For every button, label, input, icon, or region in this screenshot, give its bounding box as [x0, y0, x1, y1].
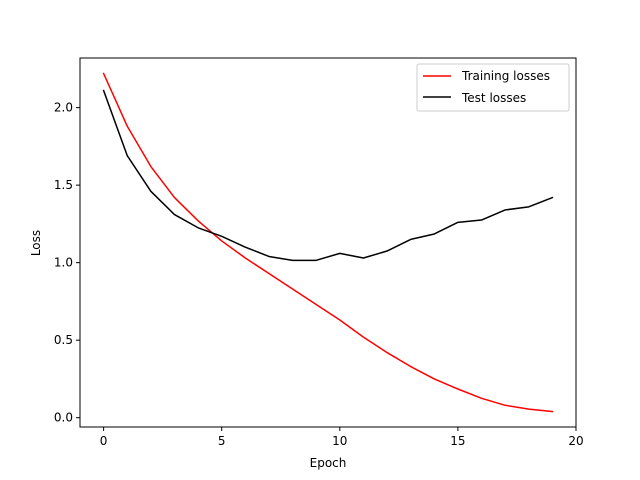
x-tick-label: 0	[100, 434, 108, 448]
series-line-test	[102, 89, 554, 262]
plot-frame	[79, 57, 577, 428]
x-axis-label: Epoch	[310, 456, 347, 470]
x-tick-label: 15	[450, 434, 465, 448]
plot-area	[80, 58, 576, 427]
x-axis-ticks: 0 5 10 15 20	[100, 427, 584, 448]
x-tick-label: 5	[218, 434, 226, 448]
x-tick-label: 20	[568, 434, 583, 448]
legend: Training losses Test losses	[416, 63, 570, 112]
y-tick-label: 1.0	[54, 256, 73, 270]
y-tick-label: 2.0	[54, 101, 73, 115]
series-line-training	[102, 72, 554, 413]
legend-box	[416, 63, 570, 112]
series-layer	[102, 72, 554, 413]
legend-label-test: Test losses	[461, 91, 526, 105]
y-axis-label: Loss	[29, 230, 43, 256]
x-tick-label: 10	[332, 434, 347, 448]
legend-label-training: Training losses	[461, 69, 550, 83]
y-axis-ticks: 0.0 0.5 1.0 1.5 2.0	[54, 101, 80, 425]
y-tick-label: 1.5	[54, 178, 73, 192]
y-tick-label: 0.5	[54, 333, 73, 347]
y-tick-label: 0.0	[54, 411, 73, 425]
